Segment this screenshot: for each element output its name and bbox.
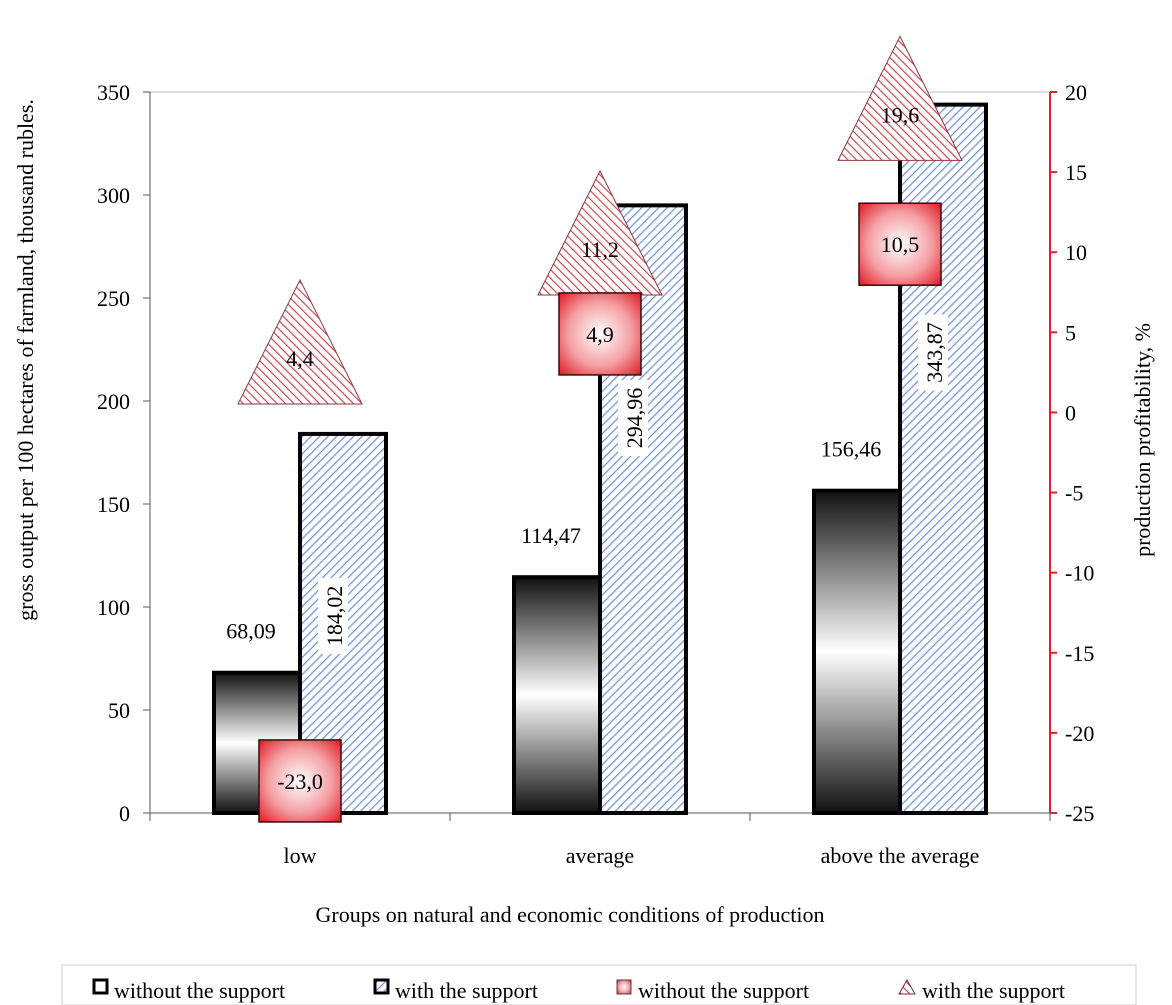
marker-label-without-support: 4,9 [586, 322, 614, 347]
marker-label-with-support: 11,2 [581, 237, 619, 262]
secondary-y-tick-label: -20 [1065, 721, 1094, 746]
data-label-without-support: 114,47 [521, 523, 581, 548]
legend-label-bar-with-support: with the support [395, 978, 538, 1003]
legend-swatch-square-without-support [616, 979, 632, 995]
secondary-y-tick-label: -5 [1065, 481, 1083, 506]
marker-square-without-support: -23,0 [258, 739, 342, 823]
data-label-without-support: 68,09 [226, 619, 276, 644]
x-axis-title: Groups on natural and economic condition… [316, 902, 825, 927]
secondary-y-tick-label: -10 [1065, 561, 1094, 586]
y-tick-label: 0 [119, 801, 130, 826]
data-label-without-support: 156,46 [821, 437, 882, 462]
secondary-y-tick-label: -15 [1065, 641, 1094, 666]
marker-triangle-with-support: 19,6 [837, 35, 963, 161]
legend-label-triangle-with-support: with the support [922, 978, 1065, 1003]
square-shape [558, 292, 642, 376]
secondary-y-tick-label: 5 [1065, 320, 1076, 345]
data-label-background [618, 380, 648, 457]
marker-label-without-support: 10,5 [881, 232, 920, 257]
data-label-background [318, 577, 348, 654]
marker-square-without-support: 4,9 [558, 292, 642, 376]
y-tick-label: 150 [97, 492, 130, 517]
data-label-background [918, 314, 948, 391]
marker-label-without-support: -23,0 [277, 769, 323, 794]
legend-label-bar-without-support: without the support [114, 978, 285, 1003]
legend-label-square-without-support: without the support [638, 978, 809, 1003]
data-label-text: 184,02 [322, 586, 347, 647]
marker-square-without-support: 10,5 [858, 202, 942, 286]
square-shape [858, 202, 942, 286]
secondary-y-tick-label: 20 [1065, 80, 1087, 105]
data-label-with-support: 184,02 [318, 577, 348, 654]
legend-swatch-triangle-with-support [898, 978, 916, 995]
secondary-y-tick-label: -25 [1065, 801, 1094, 826]
marker-label-with-support: 4,4 [286, 346, 314, 371]
y-tick-label: 300 [97, 183, 130, 208]
marker-label-with-support: 19,6 [881, 102, 920, 127]
data-label-with-support: 294,96 [618, 380, 648, 457]
legend-swatch-bar-without-support [92, 978, 109, 995]
x-tick-label: average [566, 843, 634, 868]
triangle-shape [237, 278, 363, 405]
y-tick-label: 50 [108, 698, 130, 723]
data-label-text: 343,87 [922, 322, 947, 383]
x-tick-label: above the average [821, 843, 980, 868]
secondary-y-tick-label: 15 [1065, 160, 1087, 185]
y-axis-title: gross output per 100 hectares of farmlan… [13, 99, 38, 621]
data-label-text: 294,96 [622, 388, 647, 449]
secondary-y-tick-label: 10 [1065, 240, 1087, 265]
data-label-with-support: 343,87 [918, 314, 948, 391]
bar-without-support [812, 488, 902, 815]
secondary-y-axis-title: production profitability, % [1130, 323, 1155, 557]
x-tick-label: low [284, 843, 317, 868]
marker-triangle-with-support: 4,4 [237, 278, 363, 405]
y-tick-label: 350 [97, 80, 130, 105]
legend: without the support with the support wit… [61, 964, 1137, 1005]
y-tick-label: 250 [97, 286, 130, 311]
secondary-y-tick-label: 0 [1065, 400, 1076, 425]
y-tick-label: 200 [97, 389, 130, 414]
legend-swatch-bar-with-support [373, 978, 390, 995]
triangle-shape [837, 35, 963, 161]
bar-without-support [512, 575, 602, 815]
y-tick-label: 100 [97, 595, 130, 620]
square-shape [258, 739, 342, 823]
marker-triangle-with-support: 11,2 [537, 169, 663, 296]
